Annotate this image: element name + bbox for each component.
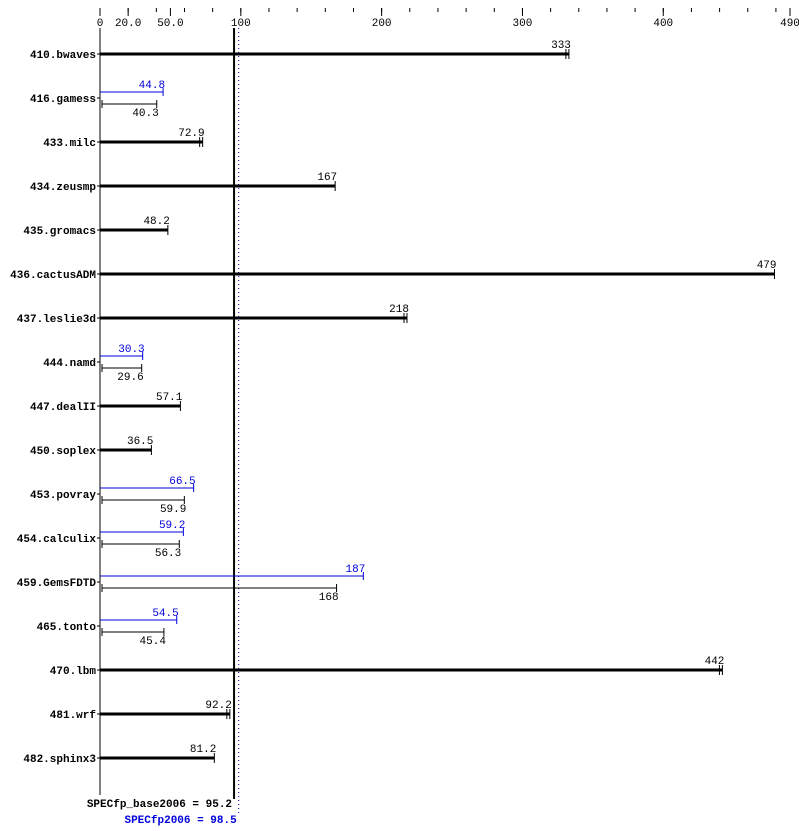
benchmark-label: 465.tonto <box>37 622 97 634</box>
benchmark-label: 416.gamess <box>30 94 96 106</box>
axis-label: 50.0 <box>157 18 183 30</box>
base-value-label: 81.2 <box>190 744 216 756</box>
base-value-label: 45.4 <box>140 636 167 648</box>
benchmark-label: 482.sphinx3 <box>23 754 96 766</box>
benchmark-label: 453.povray <box>30 490 96 502</box>
spec-chart: 020.050.0100200300400490410.bwaves333416… <box>0 0 799 831</box>
base-value-label: 36.5 <box>127 436 153 448</box>
benchmark-label: 450.soplex <box>30 446 96 458</box>
axis-label: 400 <box>653 18 673 30</box>
base-value-label: 72.9 <box>178 128 204 140</box>
base-value-label: 40.3 <box>132 108 158 120</box>
axis-label: 490 <box>780 18 799 30</box>
base-value-label: 59.9 <box>160 504 186 516</box>
benchmark-label: 481.wrf <box>50 710 97 722</box>
base-value-label: 168 <box>319 592 339 604</box>
benchmark-label: 454.calculix <box>17 534 97 546</box>
summary-base-label: SPECfp_base2006 = 95.2 <box>87 799 232 811</box>
benchmark-label: 447.dealII <box>30 402 96 414</box>
base-value-label: 57.1 <box>156 392 183 404</box>
base-value-label: 29.6 <box>117 372 143 384</box>
base-value-label: 218 <box>389 304 409 316</box>
benchmark-label: 444.namd <box>43 358 96 370</box>
peak-value-label: 187 <box>346 564 366 576</box>
base-value-label: 479 <box>757 260 777 272</box>
peak-value-label: 66.5 <box>169 476 195 488</box>
benchmark-label: 433.milc <box>43 138 96 150</box>
peak-value-label: 44.8 <box>139 80 165 92</box>
peak-value-label: 30.3 <box>118 344 144 356</box>
axis-label: 20.0 <box>115 18 141 30</box>
base-value-label: 333 <box>551 40 571 52</box>
axis-label: 300 <box>513 18 533 30</box>
base-value-label: 442 <box>705 656 725 668</box>
benchmark-label: 436.cactusADM <box>10 270 96 282</box>
benchmark-label: 470.lbm <box>50 666 97 678</box>
base-value-label: 167 <box>317 172 337 184</box>
benchmark-label: 437.leslie3d <box>17 314 96 326</box>
benchmark-label: 434.zeusmp <box>30 182 96 194</box>
benchmark-label: 410.bwaves <box>30 50 96 62</box>
benchmark-label: 459.GemsFDTD <box>17 578 97 590</box>
peak-value-label: 54.5 <box>152 608 178 620</box>
base-value-label: 48.2 <box>143 216 169 228</box>
base-value-label: 92.2 <box>205 700 231 712</box>
summary-peak-label: SPECfp2006 = 98.5 <box>124 815 237 827</box>
peak-value-label: 59.2 <box>159 520 185 532</box>
benchmark-label: 435.gromacs <box>23 226 96 238</box>
base-value-label: 56.3 <box>155 548 181 560</box>
axis-label: 200 <box>372 18 392 30</box>
